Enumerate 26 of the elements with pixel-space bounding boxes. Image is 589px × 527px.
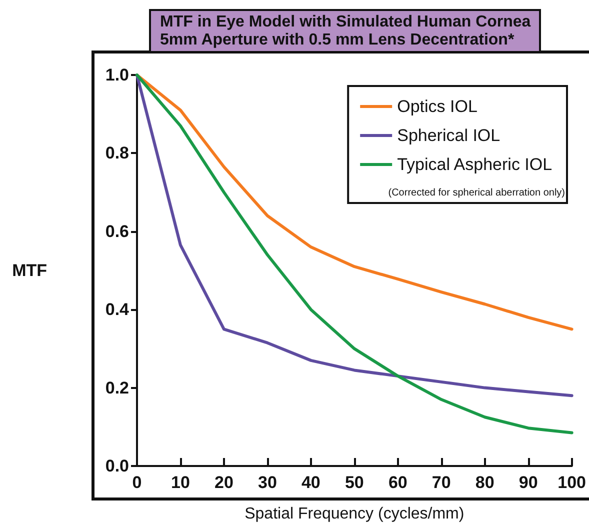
chart-subtitle: 5mm Aperture with 0.5 mm Lens Decentration*: [160, 32, 515, 48]
legend-label: Optics IOL: [397, 97, 478, 116]
annotation: (Corrected for spherical aberration only): [388, 188, 566, 198]
x-tick-label: 0: [132, 473, 142, 492]
x-tick-label: 80: [475, 473, 494, 492]
y-tick-label: 0.4: [105, 300, 130, 320]
x-tick-label: 60: [388, 473, 408, 492]
y-tick-label: 1.0: [105, 66, 129, 84]
legend-label: Typical Aspheric IOL: [397, 155, 552, 174]
x-tick-label: 100: [558, 473, 586, 492]
y-tick-label: 0.0: [105, 456, 129, 476]
line-series: [136, 74, 574, 331]
legend-label: Spherical IOL: [397, 126, 500, 145]
x-tick-label: 20: [214, 473, 234, 492]
y-axis-title: MTF: [12, 261, 47, 280]
y-tick-label: 0.8: [105, 144, 129, 163]
x-tick-label: 90: [518, 473, 538, 492]
x-tick-label: 50: [344, 473, 364, 492]
chart-title: MTF in Eye Model with Simulated Human Cornea: [160, 14, 531, 30]
x-axis-title: Spatial Frequency (cycles/mm): [244, 506, 464, 522]
x-tick-label: 70: [432, 473, 451, 492]
y-tick-label: 0.2: [105, 378, 129, 398]
x-tick-label: 10: [171, 473, 190, 492]
x-tick-label: 40: [301, 473, 320, 492]
y-tick-label: 0.6: [105, 222, 129, 241]
x-tick-label: 30: [258, 473, 277, 492]
